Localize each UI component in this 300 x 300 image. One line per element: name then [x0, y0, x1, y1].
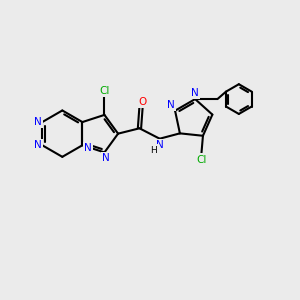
Text: Cl: Cl: [196, 154, 207, 165]
Text: N: N: [84, 143, 92, 153]
Text: O: O: [138, 97, 146, 107]
Text: N: N: [167, 100, 175, 110]
Text: H: H: [150, 146, 157, 154]
Text: N: N: [156, 140, 164, 150]
Text: N: N: [34, 117, 42, 127]
Text: N: N: [191, 88, 199, 98]
Text: N: N: [102, 153, 110, 163]
Text: N: N: [34, 140, 42, 150]
Text: Cl: Cl: [99, 85, 110, 95]
